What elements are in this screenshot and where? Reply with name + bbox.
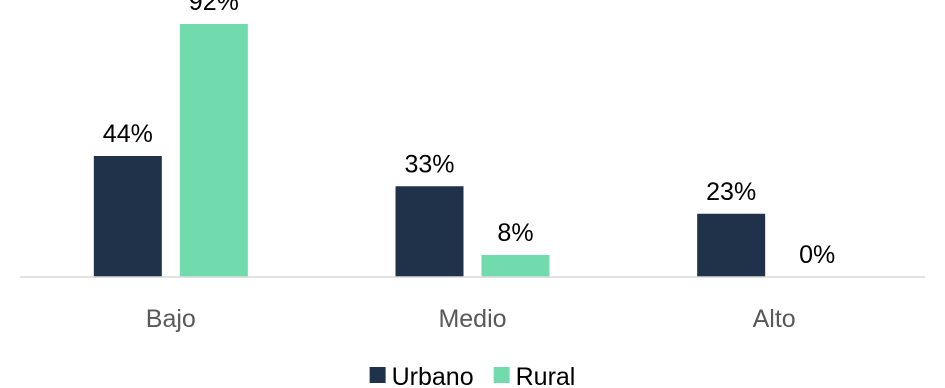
legend-item-urbano: Urbano — [369, 363, 474, 388]
legend-item-rural: Rural — [493, 363, 576, 388]
x-tick-labels: Bajo Medio Alto — [146, 305, 796, 333]
bars — [93, 24, 766, 277]
bar-urbano-alto — [697, 213, 766, 277]
data-label-urbano-alto: 23% — [706, 178, 756, 206]
legend-swatch-rural — [493, 367, 510, 383]
data-label-rural-bajo: 92% — [189, 0, 239, 16]
data-labels: 44% 92% 33% 8% 23% 0% — [103, 0, 835, 269]
data-label-rural-medio: 8% — [497, 219, 533, 247]
legend-label-rural: Rural — [516, 363, 576, 388]
legend: Urbano Rural — [369, 363, 576, 388]
data-label-urbano-medio: 33% — [404, 150, 454, 178]
bar-rural-medio — [481, 255, 550, 277]
x-tick-label-alto: Alto — [753, 305, 796, 333]
bar-urbano-bajo — [93, 156, 162, 277]
legend-label-urbano: Urbano — [392, 363, 474, 388]
data-label-urbano-bajo: 44% — [103, 120, 153, 148]
data-label-rural-alto: 0% — [799, 241, 835, 269]
x-tick-label-medio: Medio — [438, 305, 506, 333]
x-tick-label-bajo: Bajo — [146, 305, 196, 333]
bar-rural-bajo — [179, 24, 248, 277]
bar-urbano-medio — [395, 186, 464, 277]
legend-swatch-urbano — [369, 367, 386, 383]
